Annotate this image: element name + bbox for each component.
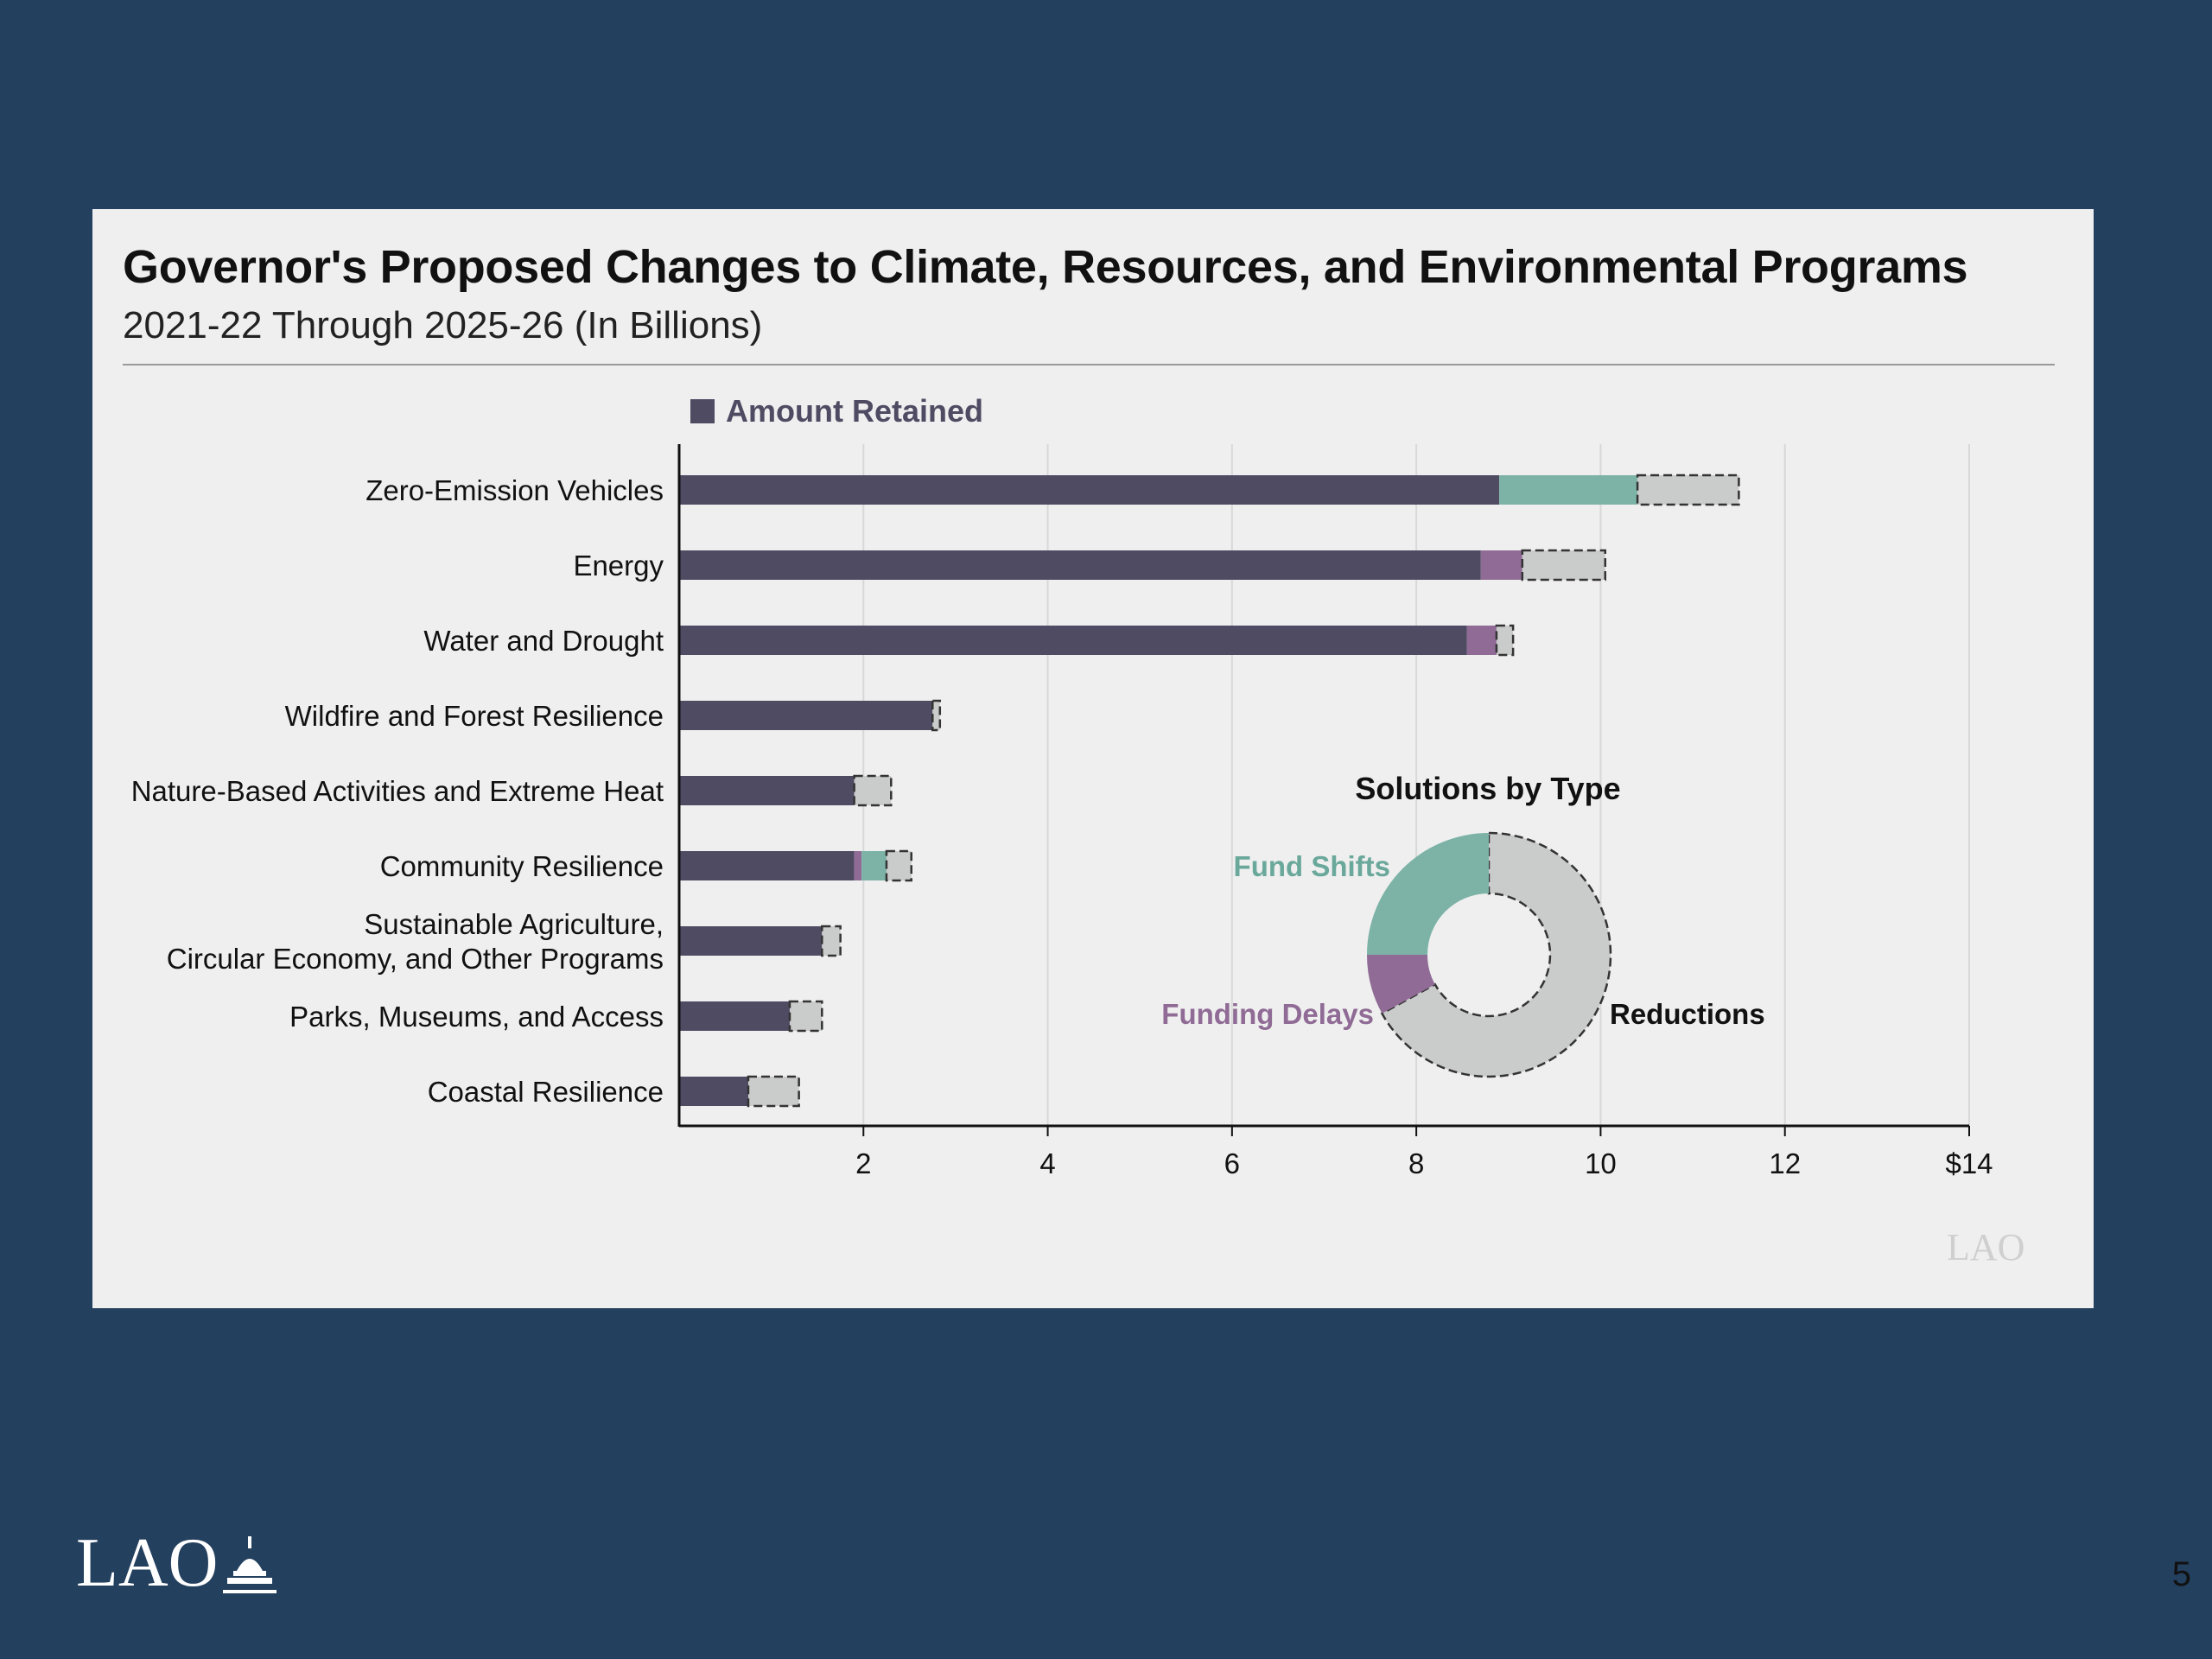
bar-segment bbox=[679, 851, 855, 880]
bar-segment bbox=[679, 1077, 748, 1106]
x-tick-label: 10 bbox=[1585, 1147, 1617, 1179]
bar-segment bbox=[885, 849, 912, 882]
category-label: Wildfire and Forest Resilience bbox=[285, 700, 664, 732]
category-label: Community Resilience bbox=[380, 850, 664, 882]
bar-segment bbox=[679, 701, 933, 730]
category-label: Coastal Resilience bbox=[428, 1076, 664, 1108]
lao-logo-text: LAO bbox=[76, 1525, 218, 1599]
donut-label: Funding Delays bbox=[1161, 998, 1374, 1030]
donut-slice bbox=[1380, 831, 1612, 1078]
bar-segment bbox=[1521, 549, 1607, 582]
category-label: Zero-Emission Vehicles bbox=[365, 474, 664, 506]
x-tick-label: 4 bbox=[1039, 1147, 1055, 1179]
bar-segment bbox=[747, 1075, 800, 1108]
bar-segment bbox=[1466, 626, 1497, 655]
chart-panel: Governor's Proposed Changes to Climate, … bbox=[92, 209, 2094, 1308]
x-tick-label: 6 bbox=[1224, 1147, 1240, 1179]
bar-segment bbox=[788, 1000, 823, 1033]
watermark-logo: LAO bbox=[1947, 1226, 2024, 1268]
x-tick-label: $14 bbox=[1945, 1147, 1993, 1179]
chart-subtitle: 2021-22 Through 2025-26 (In Billions) bbox=[123, 304, 763, 346]
donut-title: Solutions by Type bbox=[1355, 771, 1620, 806]
x-tick-label: 8 bbox=[1408, 1147, 1424, 1179]
bar-segment bbox=[679, 550, 1481, 580]
bar-segment bbox=[679, 926, 823, 956]
x-tick-label: 12 bbox=[1769, 1147, 1801, 1179]
category-label: Nature-Based Activities and Extreme Heat bbox=[131, 775, 664, 807]
page-number: 5 bbox=[2171, 1555, 2191, 1593]
category-label: Parks, Museums, and Access bbox=[289, 1001, 664, 1033]
x-tick-label: 2 bbox=[855, 1147, 871, 1179]
category-label: Water and Drought bbox=[423, 625, 664, 657]
bar-chart: Amount Retained Zero-Emission Vehicles Ene… bbox=[131, 393, 2025, 1268]
donut-label: Fund Shifts bbox=[1234, 850, 1390, 882]
bar-segment bbox=[1499, 475, 1638, 505]
bar-segment bbox=[679, 776, 855, 805]
chart-title: Governor's Proposed Changes to Climate, … bbox=[123, 241, 1968, 293]
category-label: Energy bbox=[573, 550, 664, 582]
category-label: Sustainable Agriculture, Circular Economy… bbox=[167, 908, 664, 975]
bar-segment bbox=[1495, 624, 1515, 657]
bar-segment bbox=[853, 774, 893, 807]
capitol-dome-icon bbox=[223, 1536, 276, 1593]
bar-segment bbox=[931, 699, 942, 732]
lao-logo: LAO bbox=[76, 1525, 276, 1599]
legend-label: Amount Retained bbox=[726, 393, 983, 429]
bar-segment bbox=[679, 1001, 790, 1031]
donut-label: Reductions bbox=[1610, 998, 1765, 1030]
donut-slice bbox=[1367, 955, 1435, 1014]
bar-segment bbox=[821, 925, 842, 957]
legend-swatch bbox=[690, 399, 715, 423]
bar-segment bbox=[679, 626, 1467, 655]
title-divider bbox=[123, 364, 2055, 365]
bar-segment bbox=[854, 851, 862, 880]
donut-slice bbox=[1367, 833, 1489, 955]
bar-segment bbox=[679, 475, 1500, 505]
bar-segment bbox=[861, 851, 887, 880]
bar-segment bbox=[1636, 474, 1740, 506]
bar-segment bbox=[1480, 550, 1522, 580]
